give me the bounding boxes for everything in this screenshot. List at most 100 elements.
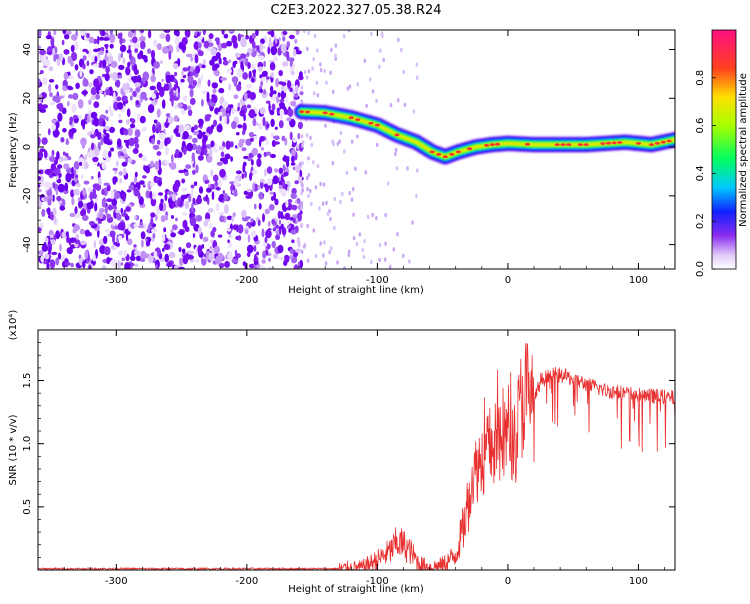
signal-peak (348, 116, 354, 120)
noise-cell-sparse (382, 57, 386, 62)
noise-cell (168, 50, 172, 60)
noise-cell (226, 40, 233, 47)
noise-cell (108, 150, 112, 158)
noise-cell (49, 92, 53, 98)
noise-cell (147, 224, 151, 234)
noise-cell (58, 102, 64, 112)
noise-cell (292, 214, 299, 219)
noise-cell-sparse (347, 30, 351, 33)
noise-cell (150, 75, 156, 83)
noise-cell (280, 174, 284, 183)
noise-cell (283, 87, 288, 93)
noise-cell (271, 240, 276, 249)
noise-cell (152, 124, 156, 134)
noise-cell (97, 220, 102, 224)
noise-cell (48, 66, 54, 72)
noise-cell (147, 30, 152, 39)
noise-cell (266, 151, 272, 156)
noise-cell (38, 188, 42, 193)
noise-cell (230, 66, 234, 76)
noise-cell (123, 129, 129, 136)
noise-cell (157, 180, 163, 187)
noise-cell (195, 164, 199, 174)
noise-cell (129, 95, 133, 101)
x-tick-label: -100 (366, 275, 389, 286)
noise-cell (125, 232, 129, 242)
noise-cell (253, 69, 256, 78)
noise-cell-sparse (314, 254, 318, 259)
noise-cell (134, 129, 141, 138)
noise-cell (98, 50, 104, 55)
noise-cell-sparse (325, 80, 328, 85)
noise-cell (224, 260, 231, 268)
noise-cell (226, 106, 231, 112)
noise-cell (48, 246, 52, 255)
noise-cell-sparse (400, 47, 403, 53)
noise-cell-sparse (316, 163, 320, 169)
noise-cell (105, 229, 111, 233)
noise-cell (62, 151, 66, 156)
noise-cell (39, 49, 46, 56)
noise-cell (206, 91, 210, 101)
noise-cell (247, 234, 251, 243)
noise-cell (110, 110, 114, 117)
noise-cell (214, 63, 220, 69)
noise-cell-sparse (306, 186, 309, 192)
x-tick-label: 0 (505, 275, 511, 286)
noise-cell (187, 75, 194, 84)
noise-cell (154, 90, 157, 94)
noise-cell (226, 215, 233, 220)
noise-cell (140, 250, 147, 260)
noise-cell (186, 105, 192, 111)
noise-cell (209, 102, 216, 107)
noise-cell (282, 164, 286, 172)
noise-cell (206, 187, 212, 193)
noise-cell (266, 139, 269, 145)
noise-cell (177, 58, 181, 65)
noise-cell-sparse (412, 109, 416, 114)
noise-cell (90, 175, 94, 180)
noise-cell-sparse (363, 58, 367, 64)
noise-cell (73, 188, 80, 196)
noise-cell-sparse (371, 89, 375, 94)
noise-cell-sparse (300, 206, 304, 211)
noise-cell (90, 95, 96, 101)
noise-cell-sparse (321, 201, 325, 206)
noise-cell (296, 198, 301, 204)
noise-cell (101, 160, 107, 170)
noise-cell (249, 137, 254, 142)
noise-cell (156, 81, 162, 91)
signal-peak (429, 150, 435, 154)
noise-cell (277, 210, 282, 219)
noise-cell (292, 217, 296, 223)
noise-cell (271, 219, 276, 225)
noise-cell (170, 215, 175, 219)
noise-cell-sparse (307, 30, 311, 36)
noise-cell (290, 70, 295, 76)
signal-peak (648, 143, 655, 147)
noise-cell (223, 115, 227, 125)
noise-cell-sparse (328, 250, 332, 255)
noise-cell (98, 177, 102, 185)
noise-cell (297, 132, 301, 140)
noise-cell (50, 234, 54, 239)
noise-cell (105, 30, 109, 34)
noise-cell (228, 83, 231, 91)
noise-cell (128, 52, 133, 60)
noise-cell (286, 41, 291, 48)
noise-cell (278, 184, 283, 190)
noise-cell (39, 70, 44, 74)
noise-cell (115, 79, 121, 88)
noise-cell (99, 208, 105, 213)
noise-cell (233, 188, 238, 197)
noise-cell-sparse (319, 62, 322, 67)
noise-cell (147, 253, 154, 264)
signal-peak (660, 140, 666, 144)
noise-cell-sparse (371, 212, 375, 218)
noise-cell (272, 227, 276, 232)
noise-cell-sparse (406, 166, 409, 171)
figure-title: C2E3.2022.327.05.38.R24 (270, 3, 441, 18)
noise-cell-sparse (303, 69, 307, 75)
noise-cell (88, 82, 93, 88)
noise-cell (294, 164, 301, 173)
